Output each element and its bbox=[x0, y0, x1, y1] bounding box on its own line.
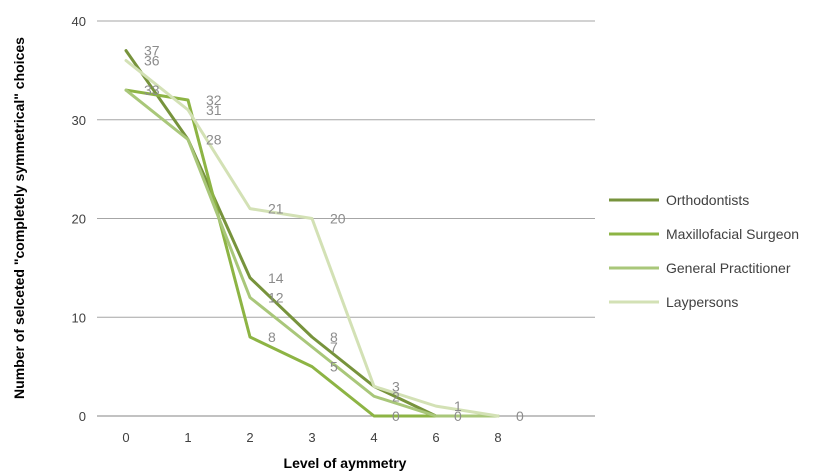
x-axis-ticks: 0 1 2 3 4 6 8 bbox=[122, 430, 501, 445]
x-tick-label: 2 bbox=[246, 430, 253, 445]
x-axis-title: Level of aymmetry bbox=[284, 455, 407, 471]
data-label: 36 bbox=[144, 53, 160, 69]
x-tick-label: 1 bbox=[184, 430, 191, 445]
data-label: 0 bbox=[392, 408, 400, 424]
data-label: 31 bbox=[206, 102, 222, 118]
legend-label: Laypersons bbox=[666, 294, 738, 310]
x-tick-label: 0 bbox=[122, 430, 129, 445]
data-label: 5 bbox=[330, 359, 338, 375]
y-tick-label: 40 bbox=[72, 14, 86, 29]
x-tick-label: 8 bbox=[494, 430, 501, 445]
legend-label: Maxillofacial Surgeon bbox=[666, 226, 799, 242]
y-tick-label: 30 bbox=[72, 113, 86, 128]
series-line-2 bbox=[124, 88, 500, 418]
x-tick-label: 4 bbox=[370, 430, 377, 445]
y-tick-label: 0 bbox=[79, 409, 86, 424]
legend-label: Orthodontists bbox=[666, 192, 749, 208]
data-label: 3 bbox=[392, 378, 400, 394]
data-label: 20 bbox=[330, 211, 346, 227]
data-label: 28 bbox=[206, 132, 222, 148]
x-tick-label: 6 bbox=[432, 430, 439, 445]
y-axis-ticks: 0 10 20 30 40 bbox=[72, 14, 86, 424]
series-line-3 bbox=[124, 59, 500, 418]
data-label: 7 bbox=[330, 339, 338, 355]
data-label: 12 bbox=[268, 290, 284, 306]
data-label: 14 bbox=[268, 270, 284, 286]
legend: Orthodontists Maxillofacial Surgeon Genera… bbox=[609, 192, 799, 310]
data-label: 1 bbox=[454, 398, 462, 414]
x-tick-label: 3 bbox=[308, 430, 315, 445]
data-label: 2 bbox=[392, 388, 400, 404]
data-label: 8 bbox=[268, 329, 276, 345]
data-label: 8 bbox=[330, 329, 338, 345]
data-label: 33 bbox=[144, 82, 160, 98]
data-label: 0 bbox=[516, 408, 524, 424]
series-lines bbox=[124, 49, 500, 418]
data-label: 21 bbox=[268, 201, 284, 217]
y-tick-label: 10 bbox=[72, 310, 86, 325]
y-axis-title: Number of selceted "completely symmetric… bbox=[11, 37, 27, 399]
gridlines bbox=[97, 20, 595, 417]
data-label: 32 bbox=[206, 92, 222, 108]
data-label: 0 bbox=[454, 408, 462, 424]
series-line-1 bbox=[124, 88, 500, 418]
legend-label: General Practitioner bbox=[666, 260, 791, 276]
data-label: 37 bbox=[144, 43, 160, 59]
y-tick-label: 20 bbox=[72, 212, 86, 227]
